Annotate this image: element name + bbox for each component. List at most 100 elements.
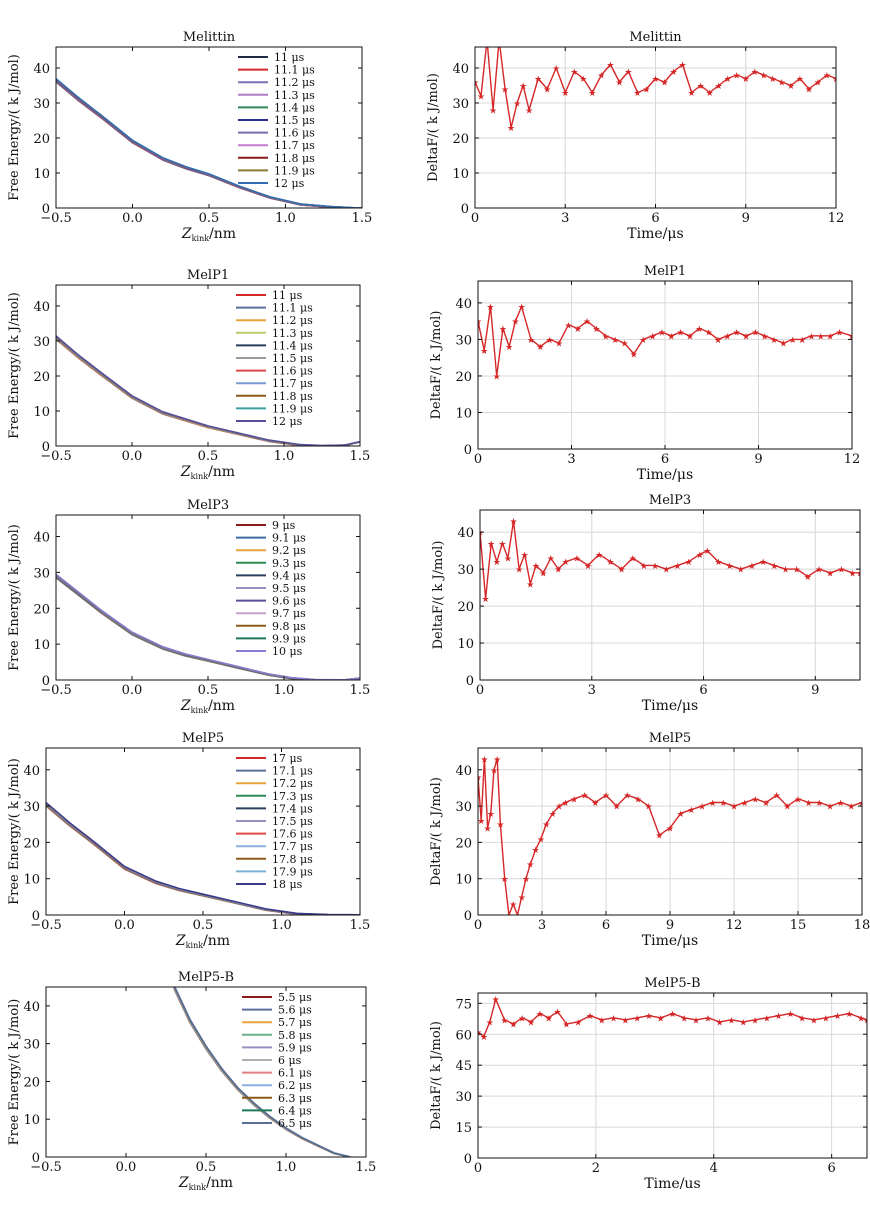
x-tick-label: 0.5	[196, 1160, 217, 1175]
data-point: ★	[751, 329, 759, 339]
series-line	[56, 576, 360, 680]
series-line	[56, 79, 362, 208]
data-point: ★	[536, 343, 544, 353]
x-tick-label: 0.5	[198, 683, 219, 698]
data-point: ★	[513, 100, 521, 110]
data-point: ★	[490, 766, 498, 776]
data-point: ★	[522, 875, 530, 885]
data-point: ★	[667, 332, 675, 342]
axes-frame	[45, 747, 361, 916]
data-point: ★	[796, 75, 804, 85]
data-point: ★	[789, 336, 797, 346]
x-axis-label-symbol: Z	[178, 1175, 189, 1191]
data-point: ★	[730, 803, 738, 813]
y-axis-label: Free Energy/( k J/mol)	[7, 54, 22, 201]
y-tick-label: 30	[33, 566, 50, 581]
data-point: ★	[733, 329, 741, 339]
legend: 5.5 μs5.6 μs5.7 μs5.8 μs5.9 μs6 μs6.1 μs…	[242, 991, 312, 1130]
series-line	[478, 305, 852, 377]
y-tick-label: 30	[452, 97, 469, 112]
data-point: ★	[726, 562, 734, 572]
data-point: ★	[670, 68, 678, 78]
data-point: ★	[483, 37, 491, 47]
series-line	[56, 575, 360, 680]
data-point: ★	[484, 824, 492, 834]
series-line	[56, 81, 362, 208]
y-tick-label: 0	[32, 909, 40, 924]
x-tick-label: −0.5	[30, 1160, 62, 1175]
chart-panel: ★★★★★ ★★ ★★ ★★★ ★★ ★ ★ ★ ★ ★ ★ ★ ★ ★ ★ ★ ★ ★ ★ ★ ★ ★ ★ ★ ★ ★ ★ ★★0 2…	[429, 976, 868, 1192]
plot-area: ★★★★★★★★★★★★★★★★★★★★★★★★★★★★★★★★★★★★★★★★…	[474, 303, 852, 382]
x-tick-label: 12	[726, 918, 743, 933]
legend-entry: 11.9 μs	[272, 402, 313, 415]
series-line	[56, 335, 360, 446]
chart-panel: −0.5 0.0 0.5 1.0 1.5 0 10 20 30 40 MelP3 Zkink/nm Fr…	[7, 498, 370, 715]
x-tick-label: 6	[602, 918, 610, 933]
x-tick-label: 15	[790, 918, 807, 933]
y-tick-label: 30	[33, 97, 50, 112]
legend-entry: 12 μs	[274, 177, 305, 190]
x-axis-label-symbol: Z	[175, 933, 186, 949]
y-tick-label: 30	[23, 1038, 40, 1053]
x-tick-label: 0.0	[116, 1160, 137, 1175]
y-axis-label: Free Energy/( k J/mol)	[7, 292, 22, 439]
legend-entry: 5.9 μs	[278, 1041, 312, 1054]
data-point: ★	[835, 329, 843, 339]
data-point: ★	[474, 318, 482, 328]
data-point: ★	[526, 580, 534, 590]
x-axis-label-subscript: kink	[186, 941, 204, 950]
data-point: ★	[579, 75, 587, 85]
data-point: ★	[826, 803, 834, 813]
x-tick-label: −0.5	[40, 449, 72, 464]
y-tick-label: 30	[23, 800, 40, 815]
legend-entry: 9 μs	[272, 519, 296, 532]
data-point: ★	[633, 89, 641, 99]
y-tick-label: 40	[23, 764, 40, 779]
data-point: ★	[586, 1012, 594, 1022]
data-point: ★	[539, 569, 547, 579]
x-tick-label: 18	[854, 918, 870, 933]
y-axis-label: DeltaF/( k J/mol)	[431, 541, 446, 650]
x-axis-label-unit: /nm	[208, 698, 235, 714]
series-line	[56, 338, 360, 446]
data-point: ★	[581, 792, 589, 802]
series-line	[56, 335, 360, 446]
y-tick-label: 30	[33, 335, 50, 350]
data-point: ★	[518, 303, 526, 313]
y-tick-label: 30	[455, 333, 472, 348]
y-tick-label: 0	[42, 440, 50, 455]
data-point: ★	[763, 1014, 771, 1024]
chart-title: MelP5	[182, 731, 224, 746]
x-tick-label: 4	[710, 1161, 718, 1176]
x-tick-label: −0.5	[30, 918, 62, 933]
data-point: ★	[583, 318, 591, 328]
data-point: ★	[657, 1014, 665, 1024]
legend-entry: 9.8 μs	[272, 620, 306, 633]
x-tick-label: 0.5	[198, 449, 219, 464]
data-point: ★	[817, 332, 825, 342]
x-tick-label: 3	[561, 211, 569, 226]
x-tick-label: 0	[474, 918, 482, 933]
series-line	[56, 78, 362, 208]
y-tick-label: 10	[457, 637, 474, 652]
data-point: ★	[633, 1014, 641, 1024]
data-point: ★	[815, 566, 823, 576]
data-point: ★	[482, 595, 490, 605]
data-point: ★	[555, 803, 563, 813]
x-axis-label: Zkink/nm	[175, 933, 230, 950]
y-axis-label: DeltaF/( k J/mol)	[429, 777, 444, 886]
data-point: ★	[697, 82, 705, 92]
legend-entry: 17.6 μs	[272, 828, 313, 841]
data-point: ★	[698, 803, 706, 813]
series-line	[56, 80, 362, 208]
data-point: ★	[501, 86, 509, 96]
data-point: ★	[519, 82, 527, 92]
y-tick-label: 10	[33, 638, 50, 653]
axes-frame	[55, 514, 361, 681]
data-point: ★	[837, 799, 845, 809]
series-line	[56, 574, 360, 680]
data-point: ★	[526, 861, 534, 871]
data-point: ★	[480, 1033, 488, 1043]
